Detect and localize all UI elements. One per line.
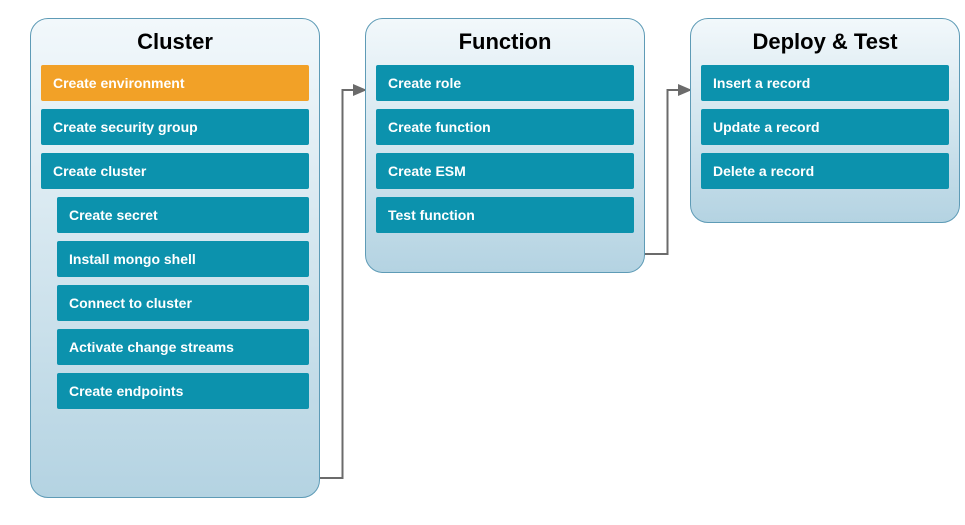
step-item: Create function	[376, 109, 634, 145]
step-item: Create security group	[41, 109, 309, 145]
step-item: Install mongo shell	[57, 241, 309, 277]
step-item: Insert a record	[701, 65, 949, 101]
diagram-canvas: Cluster Create environment Create security…	[10, 10, 965, 515]
step-item: Create ESM	[376, 153, 634, 189]
step-item: Create secret	[57, 197, 309, 233]
step-item: Delete a record	[701, 153, 949, 189]
step-item: Activate change streams	[57, 329, 309, 365]
step-item: Create endpoints	[57, 373, 309, 409]
step-item: Create environment	[41, 65, 309, 101]
panel-cluster: Cluster Create environment Create security…	[30, 18, 320, 498]
step-item: Create cluster	[41, 153, 309, 189]
step-item: Test function	[376, 197, 634, 233]
panel-title: Function	[376, 29, 634, 55]
step-item: Connect to cluster	[57, 285, 309, 321]
panel-title: Cluster	[41, 29, 309, 55]
panel-function: Function Create role Create function Create…	[365, 18, 645, 273]
connector-arrow	[320, 90, 365, 478]
panel-deploy: Deploy & Test Insert a record Update a rec…	[690, 18, 960, 223]
panel-title: Deploy & Test	[701, 29, 949, 55]
step-item: Create role	[376, 65, 634, 101]
step-item: Update a record	[701, 109, 949, 145]
connector-arrow	[645, 90, 690, 254]
